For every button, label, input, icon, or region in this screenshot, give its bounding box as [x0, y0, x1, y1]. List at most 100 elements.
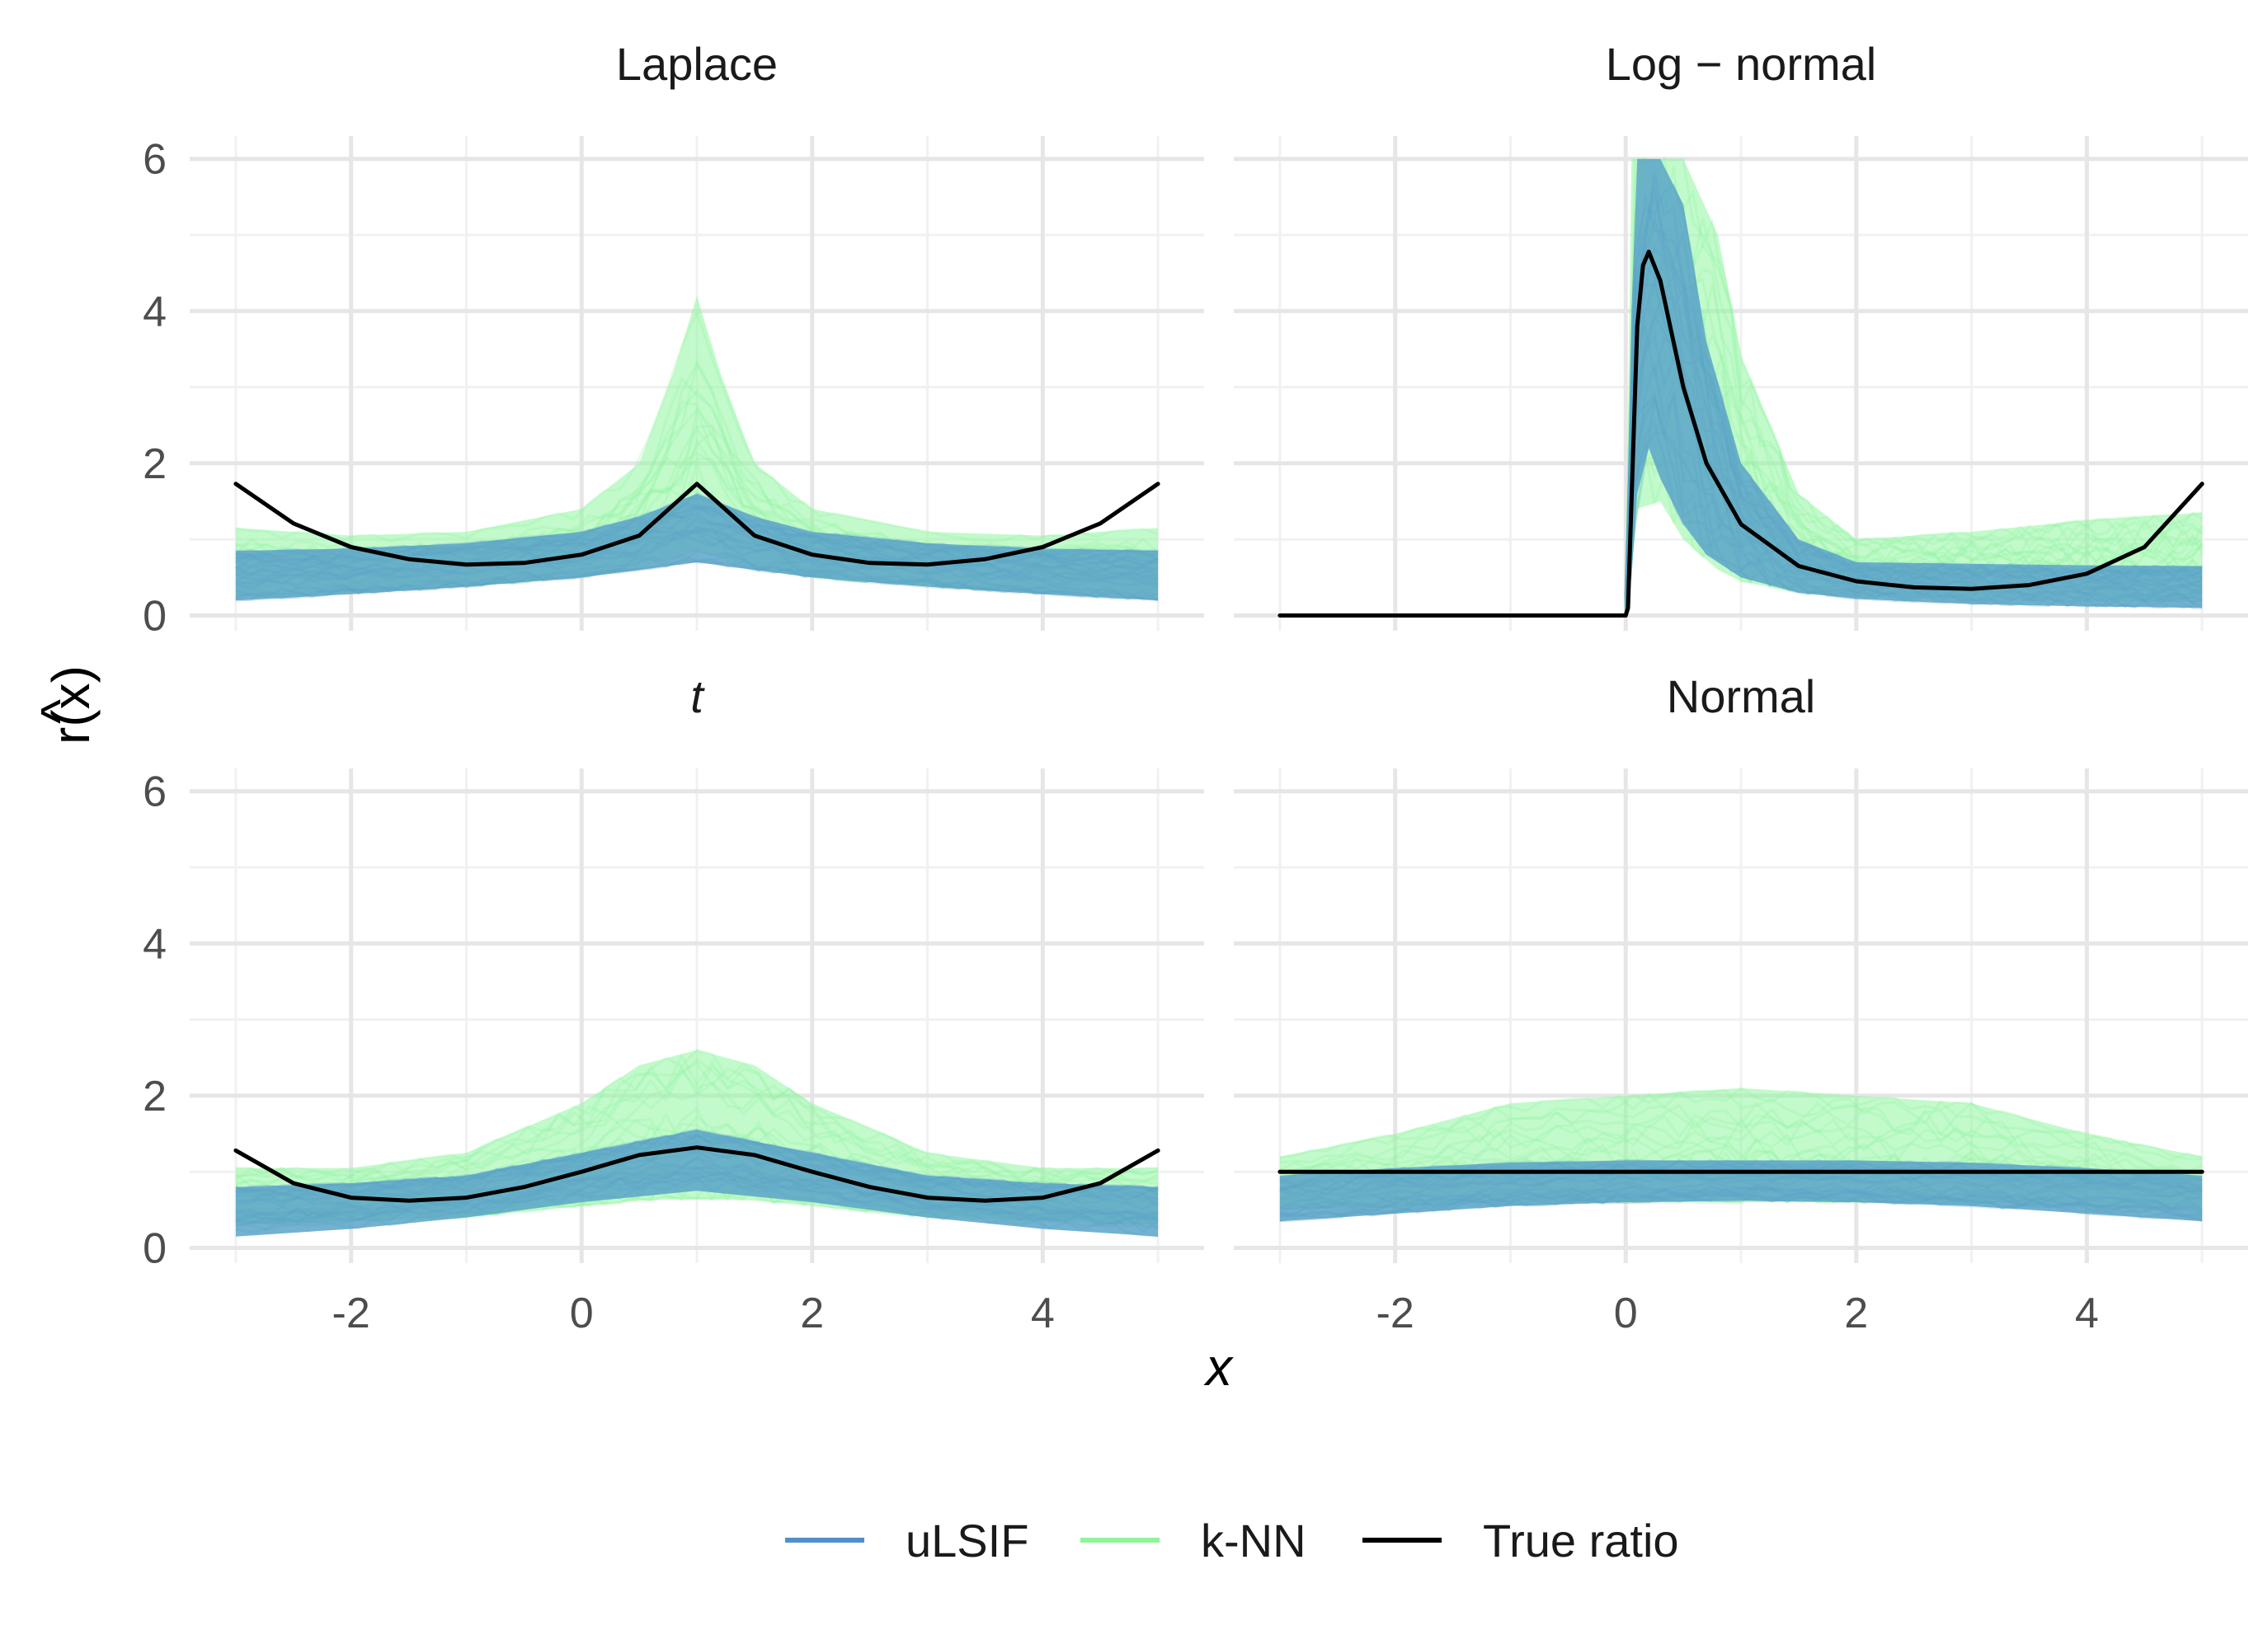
knn-trace [1624, 276, 2203, 600]
legend-label: k-NN [1201, 1515, 1306, 1567]
ulsif-band [1279, 1160, 2203, 1222]
legend: uLSIF k-NN True ratio [785, 1515, 1679, 1567]
plot-area [233, 295, 1160, 602]
ulsif-trace [235, 1135, 1159, 1197]
plot-area [1278, 154, 2204, 618]
ulsif-trace [235, 503, 1159, 566]
x-axis-title: x [1203, 1337, 1234, 1397]
ulsif-trace [235, 1141, 1159, 1203]
ulsif-trace [235, 492, 1159, 557]
knn-trace [1279, 1119, 2203, 1182]
ulsif-trace [1624, 420, 2203, 615]
ulsif-trace [1279, 1172, 2203, 1200]
knn-trace [1279, 1116, 2203, 1184]
ulsif-trace [1624, 392, 2203, 613]
ulsif-trace [1279, 1194, 2203, 1223]
ulsif-trace [235, 1128, 1159, 1194]
ulsif-trace [1624, 364, 2203, 609]
y-tick-label: 0 [143, 1225, 167, 1273]
ulsif-trace [1624, 251, 2203, 599]
ulsif-trace [1279, 1192, 2203, 1221]
knn-trace [235, 1048, 1159, 1179]
ulsif-trace [1279, 1186, 2203, 1217]
knn-trace [1624, 270, 2204, 601]
y-tick-label: 2 [143, 1073, 167, 1120]
ulsif-trace [235, 1172, 1159, 1229]
ulsif-trace [1624, 431, 2203, 614]
ulsif-trace [1279, 1181, 2204, 1212]
legend-item: True ratio [1362, 1515, 1679, 1567]
ulsif-trace [1279, 1184, 2203, 1215]
knn-trace [1624, 223, 2204, 599]
y-axis-title: ^ r(x) [30, 665, 101, 745]
ulsif-trace [1624, 242, 2203, 604]
ulsif-trace [235, 1134, 1159, 1197]
ulsif-trace [235, 1171, 1159, 1229]
panel-4: Normal -2 0 2 4 [1234, 670, 2248, 1337]
panel-title: t [690, 670, 705, 722]
ulsif-trace [1624, 396, 2203, 611]
x-tick-label: 2 [1844, 1290, 1868, 1337]
ulsif-trace [235, 528, 1159, 583]
panel-title: Log − normal [1606, 38, 1876, 90]
ulsif-trace [235, 1166, 1159, 1224]
axis-titles: x ^ r(x) [30, 665, 1234, 1397]
knn-trace [1624, 154, 2203, 594]
ulsif-trace [1279, 1163, 2203, 1191]
ulsif-trace [235, 1177, 1159, 1238]
x-tick-label: 4 [1031, 1290, 1055, 1337]
ulsif-trace [235, 1149, 1159, 1207]
knn-trace [1279, 1103, 2203, 1174]
ulsif-trace [235, 557, 1159, 601]
ulsif-trace [1279, 1191, 2203, 1221]
ulsif-band [235, 493, 1159, 601]
knn-trace [234, 1059, 1159, 1182]
ulsif-trace [235, 529, 1159, 588]
knn-trace [235, 1061, 1159, 1184]
x-tick-label: 2 [800, 1290, 824, 1337]
panel-3: t 0 2 4 6 -2 0 2 4 [143, 670, 1204, 1337]
y-tick-label: 6 [143, 768, 167, 816]
panel-1: Laplace 0 2 4 6 [143, 38, 1204, 641]
ulsif-trace [235, 527, 1159, 583]
ulsif-trace [235, 533, 1159, 585]
ulsif-trace [1624, 278, 2203, 604]
ulsif-trace [1279, 1187, 2203, 1218]
legend-label: True ratio [1483, 1515, 1679, 1567]
ulsif-trace [235, 1172, 1159, 1229]
knn-trace [1624, 257, 2204, 598]
legend-item: uLSIF [785, 1515, 1028, 1567]
ulsif-trace [235, 1168, 1159, 1223]
ulsif-trace [235, 496, 1159, 559]
x-tick-label: 0 [570, 1290, 594, 1337]
ulsif-trace [1624, 195, 2203, 599]
y-tick-label: 0 [143, 593, 167, 641]
ulsif-trace [1624, 180, 2203, 599]
true-ratio-line [233, 482, 1160, 567]
knn-trace [235, 308, 1159, 543]
knn-trace [1624, 209, 2204, 599]
plot-area [233, 1048, 1160, 1238]
knn-trace [1624, 157, 2203, 596]
ulsif-trace [235, 1133, 1159, 1197]
ulsif-trace [235, 1134, 1159, 1196]
knn-trace [1624, 166, 2203, 596]
ulsif-trace [1624, 194, 2203, 601]
ulsif-trace [1624, 214, 2203, 600]
ulsif-trace [1279, 1175, 2203, 1202]
true-ratio-line [233, 1145, 1160, 1203]
ulsif-trace [1279, 1186, 2203, 1216]
knn-trace [1279, 1113, 2203, 1176]
ulsif-trace [235, 553, 1159, 602]
x-tick-label: -2 [332, 1290, 370, 1337]
ulsif-trace [1624, 246, 2203, 599]
knn-trace [1279, 1086, 2203, 1161]
ulsif-trace [1624, 261, 2203, 597]
knn-trace [1279, 1088, 2203, 1164]
ulsif-trace [235, 1128, 1159, 1193]
panel-title: Laplace [616, 38, 778, 90]
plot-area [1278, 1086, 2204, 1223]
ulsif-trace [1624, 397, 2203, 614]
knn-trace [1279, 1101, 2203, 1176]
